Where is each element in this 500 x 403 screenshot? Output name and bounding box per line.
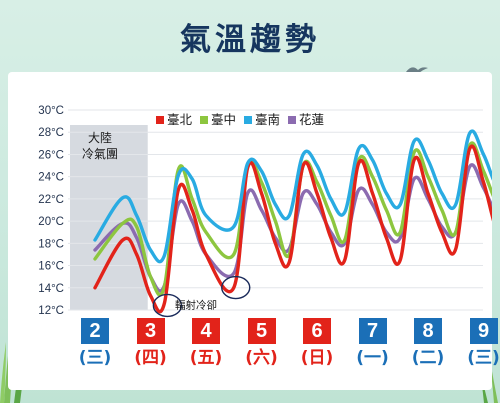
- continental-air-mass-label-2: 冷氣團: [82, 147, 118, 161]
- y-tick-label: 12°C: [38, 305, 64, 317]
- date-box: 3: [136, 318, 165, 344]
- y-tick-label: 14°C: [38, 283, 64, 295]
- weekday-label: (日): [300, 348, 334, 368]
- chart-title: 氣溫趨勢: [180, 22, 320, 58]
- y-tick-label: 24°C: [38, 172, 64, 184]
- y-tick-label: 20°C: [38, 216, 64, 228]
- legend-label-tainan: 臺南: [255, 112, 280, 127]
- legend-label-taichung: 臺中: [211, 112, 236, 127]
- date-box: 7: [358, 318, 387, 344]
- y-tick-label: 26°C: [38, 149, 64, 161]
- legend-swatch-hualien: [288, 116, 296, 124]
- y-tick-label: 18°C: [38, 238, 64, 250]
- date-box: 2: [81, 318, 109, 344]
- weekday-label: (三): [467, 348, 500, 368]
- date-box: 9: [469, 318, 498, 344]
- legend-swatch-taipei: [156, 116, 164, 124]
- series-line-taipei: [93, 144, 492, 314]
- date-box: 4: [192, 318, 220, 344]
- date-box: 6: [303, 318, 331, 344]
- weekday-label: (二): [411, 348, 445, 368]
- legend-label-taipei: 臺北: [167, 112, 193, 127]
- weekday-label: (一): [356, 348, 389, 368]
- date-box: 5: [247, 318, 276, 344]
- legend-swatch-taichung: [200, 116, 208, 124]
- y-tick-label: 30°C: [38, 105, 64, 117]
- cold-spot-circle-2: [221, 275, 251, 300]
- date-box: 8: [414, 318, 442, 344]
- weekday-label: (四): [134, 348, 167, 368]
- weekday-label: (三): [78, 348, 112, 368]
- radiative-cooling-label: 輻射冷卻: [175, 298, 217, 311]
- legend-swatch-tainan: [244, 116, 252, 124]
- cold-spot-circle-1: [152, 293, 183, 318]
- continental-air-mass-label: 大陸: [88, 131, 112, 145]
- legend-label-hualien: 花蓮: [299, 112, 325, 127]
- y-tick-label: 16°C: [38, 261, 64, 273]
- series-line-tainan: [93, 129, 492, 264]
- y-tick-label: 28°C: [38, 127, 64, 139]
- y-tick-label: 22°C: [38, 194, 64, 206]
- weekday-label: (五): [189, 348, 223, 368]
- series-line-taichung: [93, 141, 492, 297]
- weekday-label: (六): [245, 348, 278, 368]
- temperature-line-chart: 12°C 14°C 16°C 18°C 20°C 22°C 24°C 26°C 28°C 30°C…: [38, 105, 492, 318]
